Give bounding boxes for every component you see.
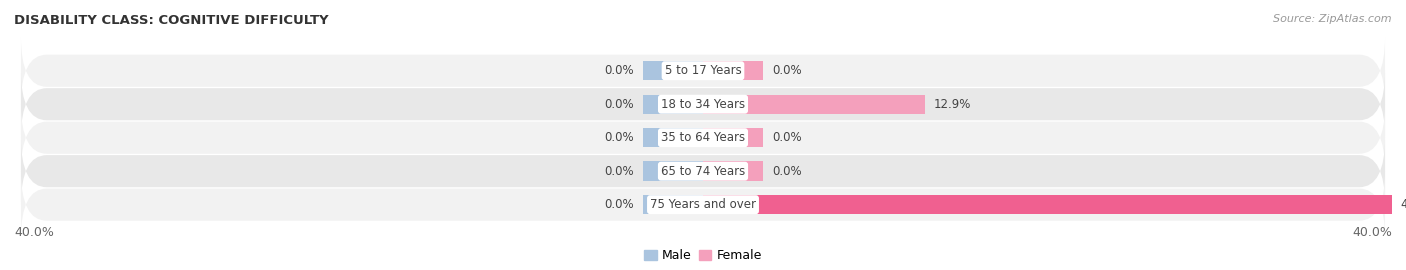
Bar (703, 128, 763, 147)
Bar (643, 128, 703, 147)
FancyBboxPatch shape (21, 104, 1385, 172)
Bar (703, 94, 925, 114)
FancyBboxPatch shape (21, 171, 1385, 239)
Text: 75 Years and over: 75 Years and over (650, 198, 756, 211)
Text: 65 to 74 Years: 65 to 74 Years (661, 165, 745, 178)
Text: 5 to 17 Years: 5 to 17 Years (665, 64, 741, 77)
Text: 0.0%: 0.0% (605, 165, 634, 178)
Bar (703, 195, 1392, 214)
Bar (643, 161, 703, 181)
FancyBboxPatch shape (21, 137, 1385, 205)
Text: 0.0%: 0.0% (605, 131, 634, 144)
Bar (643, 61, 703, 80)
Legend: Male, Female: Male, Female (644, 249, 762, 262)
Text: 35 to 64 Years: 35 to 64 Years (661, 131, 745, 144)
Text: 0.0%: 0.0% (605, 64, 634, 77)
Bar (703, 61, 763, 80)
Text: Source: ZipAtlas.com: Source: ZipAtlas.com (1274, 14, 1392, 23)
Text: 40.0%: 40.0% (1353, 227, 1392, 239)
Text: 40.0%: 40.0% (14, 227, 53, 239)
FancyBboxPatch shape (21, 37, 1385, 105)
Text: 18 to 34 Years: 18 to 34 Years (661, 98, 745, 111)
Text: 12.9%: 12.9% (934, 98, 972, 111)
Bar (703, 161, 763, 181)
Bar (643, 195, 703, 214)
Text: 0.0%: 0.0% (772, 165, 801, 178)
Bar (643, 94, 703, 114)
Text: DISABILITY CLASS: COGNITIVE DIFFICULTY: DISABILITY CLASS: COGNITIVE DIFFICULTY (14, 14, 329, 26)
Text: 0.0%: 0.0% (772, 64, 801, 77)
FancyBboxPatch shape (21, 70, 1385, 138)
Text: 0.0%: 0.0% (772, 131, 801, 144)
Text: 40.0%: 40.0% (1400, 198, 1406, 211)
Text: 0.0%: 0.0% (605, 98, 634, 111)
Text: 0.0%: 0.0% (605, 198, 634, 211)
